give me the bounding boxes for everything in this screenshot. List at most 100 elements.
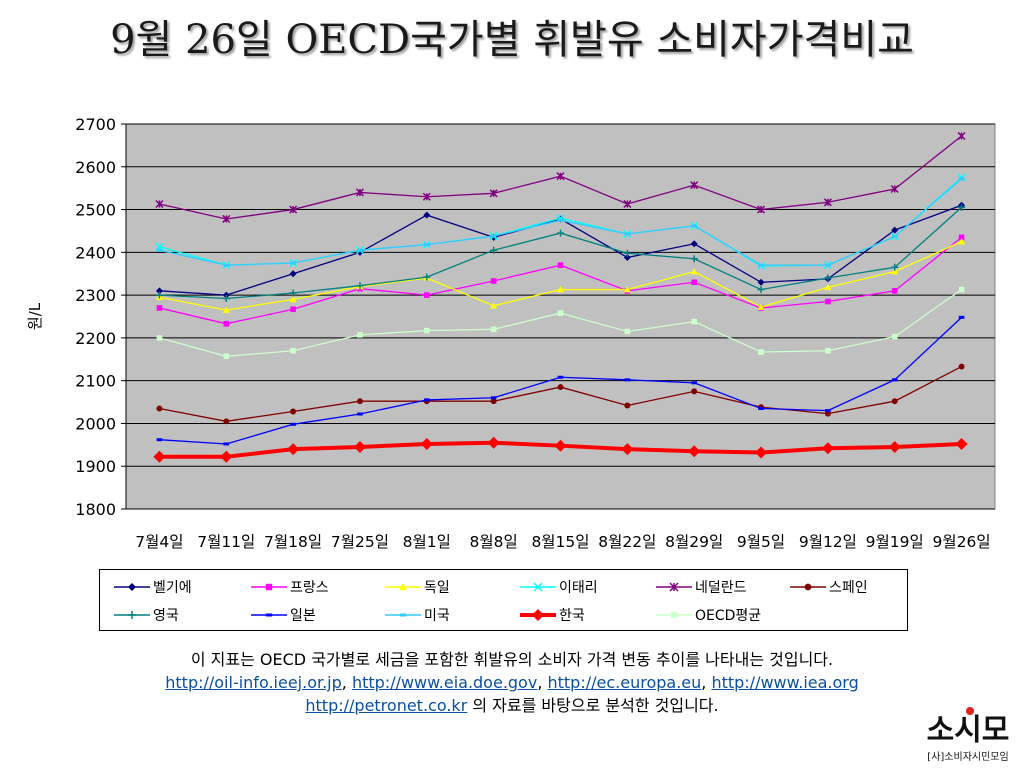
data-point: [289, 289, 297, 297]
data-point: [155, 291, 163, 299]
data-point: [353, 440, 366, 453]
logo-sub-text: [사]소비자시민모임: [927, 750, 1008, 763]
legend-item: 프랑스: [251, 576, 329, 598]
legend-swatch: [385, 613, 421, 617]
data-point: [691, 381, 697, 385]
data-point: [290, 408, 297, 415]
data-point: [891, 333, 898, 340]
data-point: [556, 172, 565, 181]
data-point: [557, 229, 564, 237]
x-tick-label: 8월22일: [598, 533, 656, 551]
data-point: [156, 405, 163, 412]
series-10: [156, 286, 965, 360]
data-point: [490, 234, 497, 238]
data-point: [824, 274, 832, 282]
y-tick-label: 2500: [75, 201, 116, 220]
series-4: [155, 131, 966, 223]
data-point: [690, 255, 698, 263]
data-point: [223, 320, 230, 327]
data-point: [957, 131, 966, 141]
data-point: [691, 388, 698, 395]
data-point: [958, 286, 965, 293]
data-point: [487, 436, 500, 449]
y-tick-label: 2600: [75, 158, 116, 177]
data-point: [420, 437, 433, 450]
y-tick-label: 1900: [75, 457, 116, 476]
data-point: [557, 262, 564, 268]
x-tick-label: 9월5일: [737, 533, 785, 551]
series-6: [155, 203, 966, 303]
x-tick-label: 9월26일: [933, 533, 991, 551]
series-7: [156, 315, 965, 446]
x-tick-label: 7월4일: [135, 533, 183, 551]
data-point: [222, 214, 231, 223]
data-point: [958, 177, 965, 181]
source-link-ieej[interactable]: http://oil-info.ieej.or.jp: [165, 673, 342, 692]
data-point: [624, 378, 631, 382]
legend-swatch-marker: [128, 611, 136, 619]
source-link-iea[interactable]: http://www.iea.org: [711, 673, 859, 692]
logo-main-text: 소시모: [927, 713, 1010, 748]
series-2: [155, 238, 966, 313]
data-point: [825, 298, 831, 305]
y-tick-label: 2700: [75, 115, 116, 134]
data-point: [156, 305, 163, 311]
source-link-eia[interactable]: http://www.eia.doe.gov: [351, 673, 538, 692]
legend-item: 네덜란드: [656, 576, 747, 598]
legend-item: 미국: [385, 604, 450, 626]
x-tick-label: 8월15일: [531, 533, 589, 551]
data-point: [290, 261, 296, 265]
legend-label: 일본: [290, 608, 316, 624]
legend-swatch: [251, 583, 287, 591]
data-point: [490, 302, 498, 309]
data-point: [624, 402, 631, 409]
y-tick-label: 2200: [75, 329, 116, 348]
data-point: [823, 198, 832, 207]
data-point: [287, 443, 300, 456]
data-point: [757, 286, 765, 294]
data-point: [621, 443, 634, 456]
data-point: [757, 303, 765, 310]
link-separator: ,: [701, 673, 712, 692]
data-point: [691, 224, 697, 228]
data-point: [958, 203, 966, 211]
data-point: [290, 306, 296, 313]
legend-label: 스페인: [829, 580, 868, 596]
data-point: [290, 422, 296, 426]
legend-swatch: [790, 583, 826, 591]
legend-label: 벨기에: [153, 580, 192, 596]
link-separator: ,: [341, 673, 352, 692]
legend-item: 벨기에: [114, 576, 192, 598]
x-tick-label: 8월29일: [665, 533, 723, 551]
data-point: [489, 189, 498, 198]
data-point: [890, 184, 899, 194]
legend-swatch-marker: [804, 583, 812, 591]
y-tick-label: 2100: [75, 372, 116, 391]
data-point: [755, 446, 768, 459]
legend-item: 이태리: [520, 576, 598, 598]
source-link-petronet[interactable]: http://petronet.co.kr: [305, 696, 468, 715]
x-tick-label: 8월1일: [403, 533, 451, 551]
legend-swatch-marker: [669, 582, 679, 592]
data-point: [423, 211, 431, 219]
legend-label: OECD평균: [695, 608, 762, 624]
organization-logo: 소시모 [사]소비자시민모임: [918, 704, 1018, 766]
legend-label: 이태리: [559, 580, 598, 596]
legend-item: 스페인: [790, 576, 868, 598]
data-point: [423, 273, 431, 281]
legend-label: 미국: [424, 608, 450, 624]
legend-item: 영국: [114, 604, 179, 626]
footnote-sources: http://oil-info.ieej.or.jp, http://www.e…: [0, 671, 1024, 694]
x-tick-label: 7월25일: [331, 533, 389, 551]
data-point: [690, 268, 698, 275]
data-point: [690, 240, 698, 248]
footnote-tail: http://petronet.co.kr 의 자료를 바탕으로 분석한 것입니…: [0, 694, 1024, 717]
legend-swatch-marker: [265, 583, 273, 591]
data-point: [557, 286, 564, 293]
legend-label: 프랑스: [290, 580, 329, 596]
data-point: [490, 326, 497, 333]
source-link-ec[interactable]: http://ec.europa.eu: [547, 673, 702, 692]
data-point: [557, 218, 564, 222]
data-point: [758, 263, 764, 267]
series-8: [156, 177, 965, 267]
